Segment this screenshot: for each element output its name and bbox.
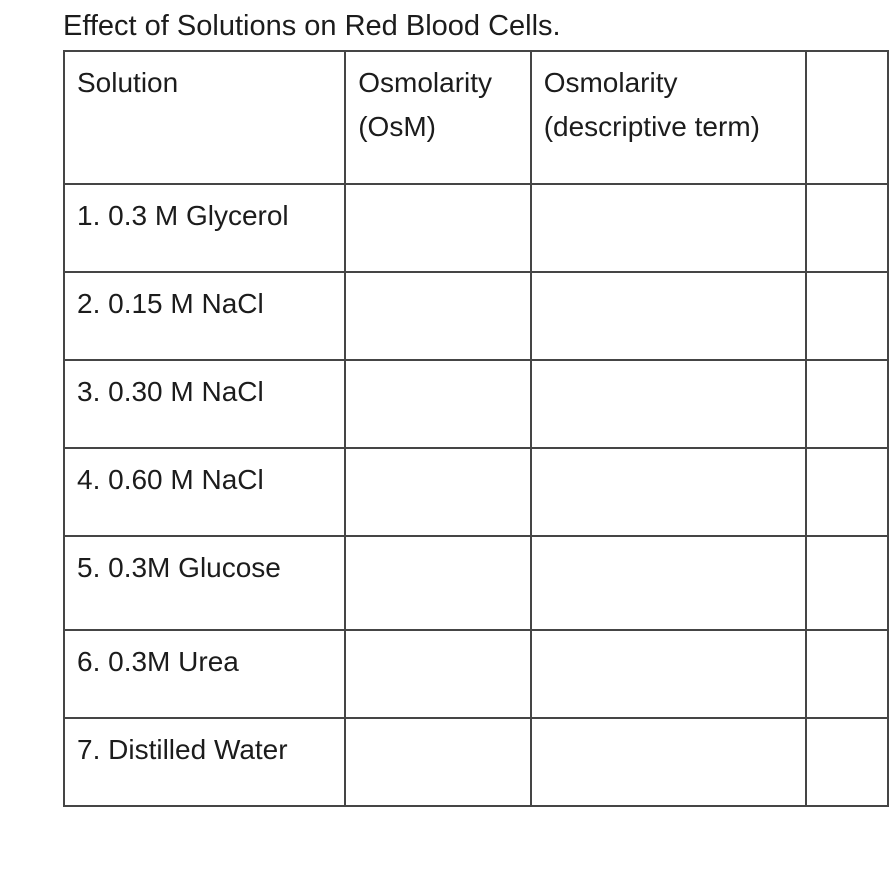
cutoff-cell [805,359,889,449]
solution-cell: 4. 0.60 M NaCl [62,447,347,537]
column-header-solution-label: Solution [77,67,179,98]
descriptive-term-cell [529,447,808,537]
osmolarity-cell [344,183,532,273]
descriptive-term-cell [529,535,808,631]
descriptive-term-cell [529,183,808,273]
cutoff-cell [805,535,889,631]
descriptive-term-cell [529,629,808,719]
solutions-table: Solution Osmolarity (OsM) Osmolarity (de… [62,50,889,807]
solution-cell: 5. 0.3M Glucose [62,535,347,631]
column-header-cutoff [805,50,889,185]
table-row: 1. 0.3 M Glycerol [62,183,889,273]
solution-cell: 3. 0.30 M NaCl [62,359,347,449]
cutoff-cell [805,629,889,719]
table-row: 5. 0.3M Glucose [62,535,889,631]
descriptive-term-cell [529,717,808,807]
column-header-osmolarity-line1: Osmolarity [358,67,493,98]
osmolarity-cell [344,535,532,631]
table-row: 7. Distilled Water [62,717,889,807]
header-row: Solution Osmolarity (OsM) Osmolarity (de… [62,50,889,185]
cutoff-cell [805,183,889,273]
column-header-descriptive-term: Osmolarity (descriptive term) [529,50,808,185]
column-header-solution: Solution [62,50,347,185]
solution-cell: 2. 0.15 M NaCl [62,271,347,361]
solution-cell: 6. 0.3M Urea [62,629,347,719]
cutoff-cell [805,447,889,537]
table-row: 3. 0.30 M NaCl [62,359,889,449]
osmolarity-cell [344,447,532,537]
table-row: 2. 0.15 M NaCl [62,271,889,361]
column-header-descriptive-line1: Osmolarity [543,67,678,98]
descriptive-term-cell [529,359,808,449]
column-header-osmolarity-line2: (OsM) [358,111,436,142]
cutoff-cell [805,271,889,361]
osmolarity-cell [344,359,532,449]
column-header-osmolarity: Osmolarity (OsM) [344,50,532,185]
solution-cell: 1. 0.3 M Glycerol [62,183,347,273]
osmolarity-cell [344,271,532,361]
descriptive-term-cell [529,271,808,361]
table-row: 4. 0.60 M NaCl [62,447,889,537]
document-title: Effect of Solutions on Red Blood Cells. [63,10,561,42]
solution-cell: 7. Distilled Water [62,717,347,807]
column-header-descriptive-line2: (descriptive term) [543,111,760,142]
cutoff-cell [805,717,889,807]
osmolarity-cell [344,717,532,807]
osmolarity-cell [344,629,532,719]
table-row: 6. 0.3M Urea [62,629,889,719]
